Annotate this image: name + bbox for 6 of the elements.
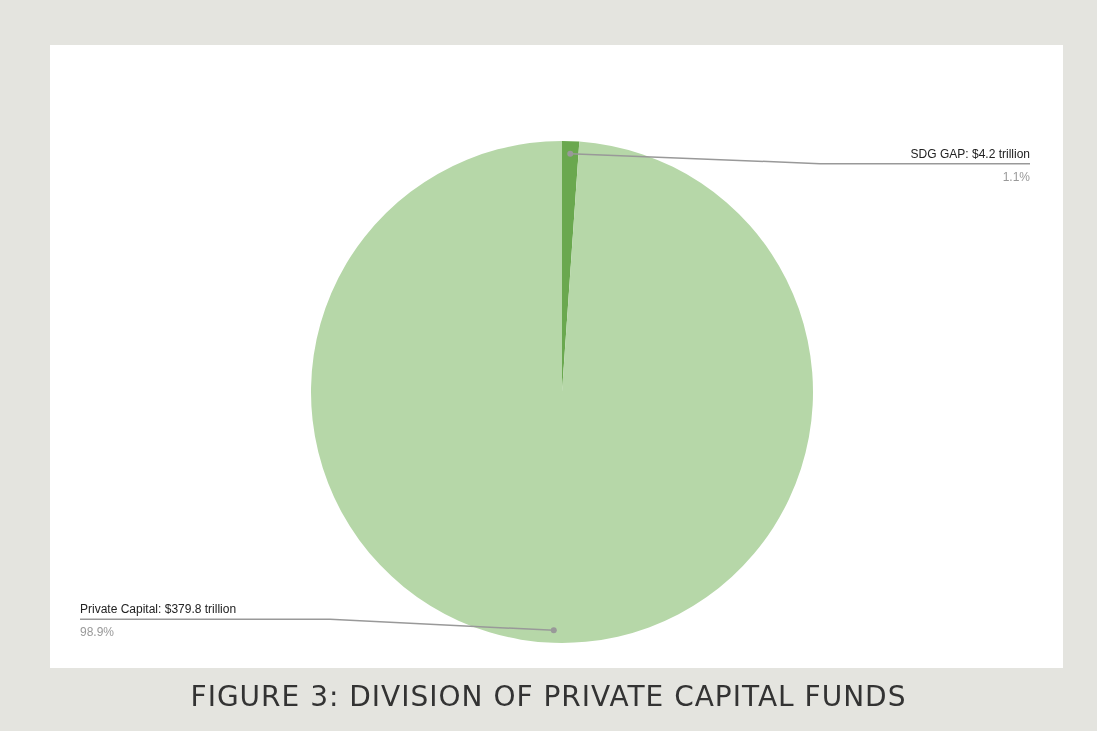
slice-label: Private Capital: $379.8 trillion <box>80 602 237 617</box>
slice-label: SDG GAP: $4.2 trillion <box>910 146 1030 161</box>
data-label: 98.9% <box>80 625 115 640</box>
data-label: 1.1% <box>1002 169 1031 184</box>
pie-slice <box>311 141 813 643</box>
text: FIGURE 3: DIVISION OF PRIVATE CAPITAL FUNDS <box>189 680 908 713</box>
